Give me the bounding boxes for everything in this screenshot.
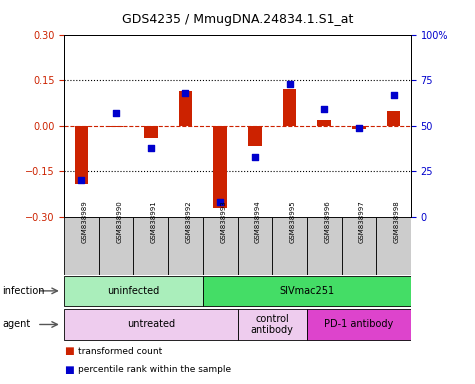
FancyBboxPatch shape [376, 217, 411, 275]
Text: agent: agent [2, 319, 30, 329]
Text: GSM838989: GSM838989 [82, 200, 87, 243]
FancyBboxPatch shape [238, 309, 307, 340]
Bar [248, 126, 262, 146]
FancyBboxPatch shape [133, 217, 168, 275]
Bar [144, 126, 158, 138]
Text: percentile rank within the sample: percentile rank within the sample [78, 365, 231, 374]
Text: infection: infection [2, 286, 45, 296]
Text: GSM838998: GSM838998 [393, 200, 399, 243]
Bar [179, 91, 192, 126]
Bar [109, 126, 123, 127]
Text: untreated: untreated [127, 319, 175, 329]
Text: control
antibody: control antibody [251, 314, 294, 335]
Point [355, 124, 363, 131]
FancyBboxPatch shape [64, 217, 99, 275]
Text: GSM838991: GSM838991 [151, 200, 157, 243]
Bar [283, 89, 296, 126]
Point [286, 81, 294, 87]
Text: SIVmac251: SIVmac251 [279, 286, 334, 296]
Text: GSM838997: GSM838997 [359, 200, 365, 243]
FancyBboxPatch shape [238, 217, 272, 275]
Bar [75, 126, 88, 184]
Point [320, 106, 328, 113]
Text: GSM838990: GSM838990 [116, 200, 122, 243]
Text: ■: ■ [64, 346, 74, 356]
Bar [317, 120, 331, 126]
Point [147, 145, 155, 151]
Text: transformed count: transformed count [78, 347, 162, 356]
FancyBboxPatch shape [307, 309, 411, 340]
Text: uninfected: uninfected [107, 286, 160, 296]
Text: GSM838994: GSM838994 [255, 200, 261, 243]
FancyBboxPatch shape [272, 217, 307, 275]
Text: GSM838996: GSM838996 [324, 200, 330, 243]
FancyBboxPatch shape [99, 217, 133, 275]
FancyBboxPatch shape [203, 276, 411, 306]
Text: GDS4235 / MmugDNA.24834.1.S1_at: GDS4235 / MmugDNA.24834.1.S1_at [122, 13, 353, 26]
FancyBboxPatch shape [203, 217, 238, 275]
Point [217, 199, 224, 205]
Text: GSM838993: GSM838993 [220, 200, 226, 243]
Bar [352, 126, 366, 129]
Point [113, 110, 120, 116]
Point [390, 92, 397, 98]
Text: PD-1 antibody: PD-1 antibody [324, 319, 393, 329]
FancyBboxPatch shape [168, 217, 203, 275]
FancyBboxPatch shape [307, 217, 342, 275]
FancyBboxPatch shape [64, 309, 238, 340]
Text: ■: ■ [64, 365, 74, 375]
Text: GSM838995: GSM838995 [290, 200, 295, 243]
Point [251, 154, 259, 160]
Bar [387, 111, 400, 126]
Point [181, 90, 189, 96]
FancyBboxPatch shape [342, 217, 376, 275]
Text: GSM838992: GSM838992 [185, 200, 191, 243]
FancyBboxPatch shape [64, 276, 203, 306]
Point [78, 177, 86, 184]
Bar [213, 126, 227, 208]
